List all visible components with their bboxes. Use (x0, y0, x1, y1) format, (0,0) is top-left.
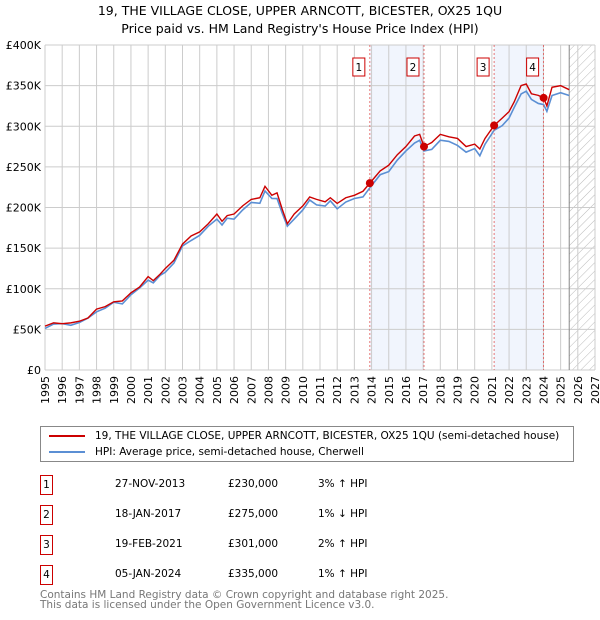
price-chart: 1995 1996 1997 1998 1999 2000 2001 2002 2003 2004… (6, 39, 600, 404)
x-tick-label: 2004 (194, 376, 207, 404)
y-tick-label: £200K (6, 202, 42, 215)
transaction-date: 27-NOV-2013 (115, 478, 186, 490)
y-tick-label: £250K (6, 161, 42, 174)
y-tick-label: £50K (13, 323, 42, 336)
x-tick-label: 2019 (452, 376, 465, 404)
sale-label: 3 (480, 62, 487, 74)
x-tick-label: 2023 (520, 376, 533, 404)
transaction-row: 3 19-FEB-2021 £301,000 2% ↑ HPI (40, 535, 440, 555)
x-tick-label: 2022 (503, 376, 516, 404)
sale-label-box (476, 57, 490, 77)
sale-label: 4 (529, 62, 536, 74)
x-tick-label: 1997 (73, 376, 86, 404)
legend-item-property: 19, THE VILLAGE CLOSE, UPPER ARNCOTT, BI… (49, 430, 559, 442)
x-tick-label: 2000 (125, 376, 138, 404)
legend-swatch-blue (49, 451, 85, 453)
sale-point (365, 179, 374, 188)
y-tick-label: £300K (6, 120, 42, 133)
x-tick-label: 2016 (400, 376, 413, 404)
legend-label: 19, THE VILLAGE CLOSE, UPPER ARNCOTT, BI… (95, 430, 560, 442)
transaction-number: 3 (40, 535, 53, 555)
x-tick-label: 2003 (177, 376, 190, 404)
transaction-date: 05-JAN-2024 (115, 568, 182, 580)
x-tick-label: 2010 (297, 376, 310, 404)
x-tick-label: 2008 (262, 376, 275, 404)
sale-label-box (406, 57, 420, 77)
title-line-2: Price paid vs. HM Land Registry's House … (121, 21, 479, 36)
x-tick-label: 2025 (555, 376, 568, 404)
x-tick-label: 2012 (331, 376, 344, 404)
sale-label: 1 (356, 62, 363, 74)
title-line-1: 19, THE VILLAGE CLOSE, UPPER ARNCOTT, BI… (97, 3, 503, 18)
x-tick-label: 2020 (469, 376, 482, 404)
y-tick-label: £350K (6, 80, 42, 93)
x-tick-label: 2021 (486, 376, 499, 404)
transaction-hpi-diff: 2% ↑ HPI (318, 538, 368, 550)
transaction-date: 19-FEB-2021 (115, 538, 183, 550)
x-tick-label: 1996 (56, 376, 69, 404)
x-tick-label: 2009 (280, 376, 293, 404)
x-tick-label: 1999 (108, 376, 121, 404)
footer: Contains HM Land Registry data © Crown c… (40, 589, 449, 611)
x-tick-label: 2001 (142, 376, 155, 404)
x-tick-label: 1995 (39, 376, 52, 404)
x-tick-label: 2017 (417, 376, 430, 404)
x-tick-label: 2005 (211, 376, 224, 404)
x-tick-label: 2002 (159, 376, 172, 404)
transaction-hpi-diff: 1% ↑ HPI (318, 568, 368, 580)
transaction-hpi-diff: 1% ↓ HPI (318, 508, 368, 520)
transaction-date: 18-JAN-2017 (115, 508, 182, 520)
transaction-price: £275,000 (228, 508, 279, 520)
transaction-row: 4 05-JAN-2024 £335,000 1% ↑ HPI (40, 565, 440, 585)
transaction-hpi-diff: 3% ↑ HPI (318, 478, 368, 490)
transaction-number: 4 (40, 565, 53, 585)
sale-label-box (526, 57, 540, 77)
chart-title: 19, THE VILLAGE CLOSE, UPPER ARNCOTT, BI… (0, 2, 600, 38)
transaction-row: 2 18-JAN-2017 £275,000 1% ↓ HPI (40, 505, 440, 525)
legend-swatch-red (49, 435, 85, 437)
transaction-row: 1 27-NOV-2013 £230,000 3% ↑ HPI (40, 475, 440, 495)
x-tick-label: 1998 (91, 376, 104, 404)
sale-point (539, 93, 548, 102)
x-tick-label: 2026 (572, 376, 585, 404)
transaction-price: £301,000 (228, 538, 279, 550)
sale-point (419, 142, 428, 151)
transaction-number: 1 (40, 475, 53, 495)
x-tick-label: 2018 (434, 376, 447, 404)
x-tick-label: 2027 (589, 376, 600, 404)
footer-line-1: Contains HM Land Registry data © Crown c… (40, 589, 449, 601)
y-tick-label: £0 (27, 364, 41, 377)
transaction-price: £335,000 (228, 568, 279, 580)
hpi-line (44, 90, 570, 330)
sale-label-box (352, 57, 366, 77)
legend-label: HPI: Average price, semi-detached house,… (95, 446, 364, 458)
y-tick-label: £400K (6, 39, 42, 52)
x-tick-label: 2024 (537, 376, 550, 404)
x-tick-label: 2015 (383, 376, 396, 404)
y-tick-label: £100K (6, 283, 42, 296)
sale-label: 2 (410, 62, 417, 74)
footer-line-2: This data is licensed under the Open Gov… (40, 599, 375, 611)
legend: 19, THE VILLAGE CLOSE, UPPER ARNCOTT, BI… (40, 426, 574, 462)
sale-point (490, 121, 499, 130)
x-tick-label: 2011 (314, 376, 327, 404)
x-tick-label: 2014 (366, 376, 379, 404)
x-tick-label: 2006 (228, 376, 241, 404)
x-tick-label: 2013 (348, 376, 361, 404)
x-tick-label: 2007 (245, 376, 258, 404)
legend-item-hpi: HPI: Average price, semi-detached house,… (49, 446, 364, 458)
y-tick-label: £150K (6, 242, 42, 255)
transaction-number: 2 (40, 505, 53, 525)
transaction-price: £230,000 (228, 478, 279, 490)
